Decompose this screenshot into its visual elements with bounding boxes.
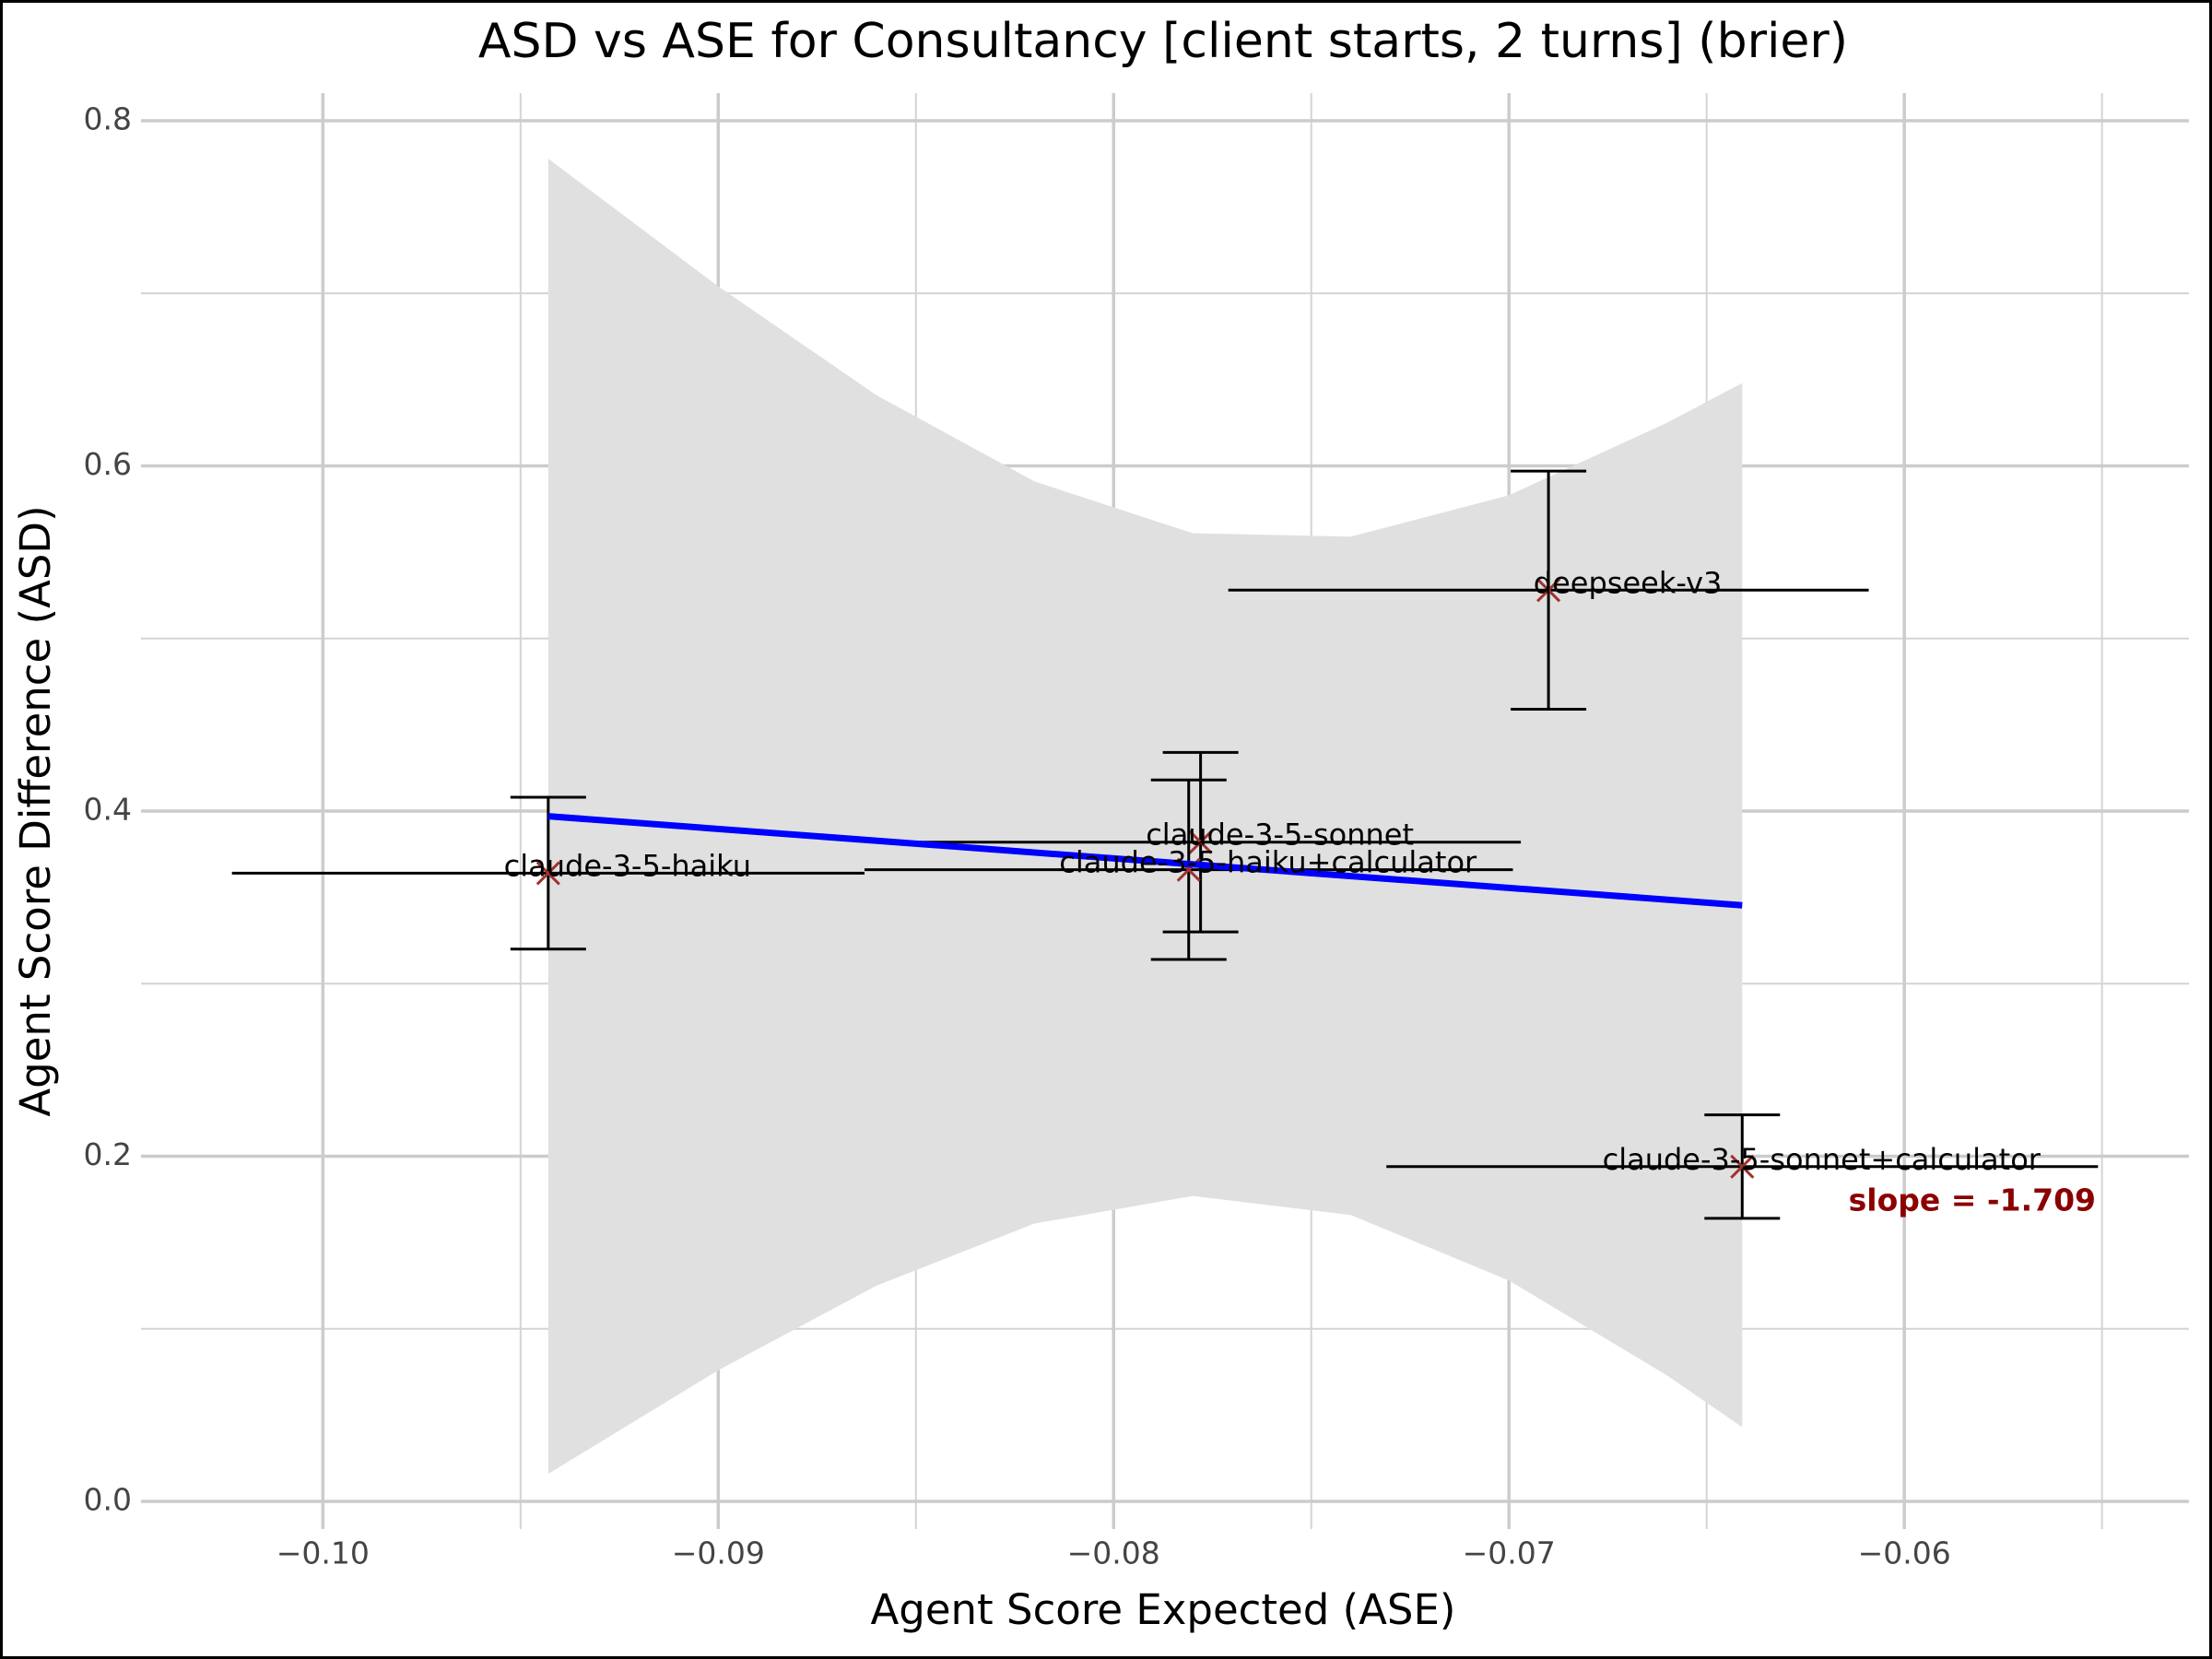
- point-marker: [1730, 1154, 1755, 1179]
- point-marker: [1536, 578, 1561, 603]
- x-axis-label: Agent Score Expected (ASE): [871, 1585, 1456, 1634]
- point-marker: [535, 861, 560, 886]
- point-label: claude-3-5-sonnet: [1146, 818, 1414, 853]
- point-label: claude-3-5-haiku+calculator: [1059, 845, 1477, 880]
- point-marker: [1188, 830, 1213, 854]
- fit-line: [547, 813, 1743, 909]
- x-tick-label: −0.07: [1463, 1535, 1556, 1571]
- x-tick-label: −0.08: [1067, 1535, 1160, 1571]
- point-label: claude-3-5-haiku: [504, 848, 751, 883]
- y-tick-label: 0.4: [84, 792, 132, 828]
- point-label: deepseek-v3: [1534, 565, 1723, 600]
- x-tick-label: −0.09: [672, 1535, 765, 1571]
- point-label: claude-3-5-sonnet+calculator: [1603, 1142, 2041, 1177]
- plot: −0.10 −0.09 −0.08 −0.07 −0.06 0.0 0.2 0.4 0.6 0.8…: [84, 93, 2189, 1571]
- chart-title: ASD vs ASE for Consultancy [client start…: [478, 14, 1848, 69]
- confidence-band: [547, 159, 1743, 1475]
- y-tick-label: 0.0: [84, 1482, 132, 1518]
- y-tick-label: 0.2: [84, 1136, 132, 1172]
- x-tick-label: −0.06: [1858, 1535, 1951, 1571]
- y-tick-label: 0.6: [84, 446, 132, 482]
- y-tick-label: 0.8: [84, 100, 132, 136]
- y-axis-label: Agent Score Difference (ASD): [11, 505, 60, 1116]
- slope-annotation: slope = -1.709: [1849, 1182, 2096, 1218]
- x-tick-label: −0.10: [276, 1535, 370, 1571]
